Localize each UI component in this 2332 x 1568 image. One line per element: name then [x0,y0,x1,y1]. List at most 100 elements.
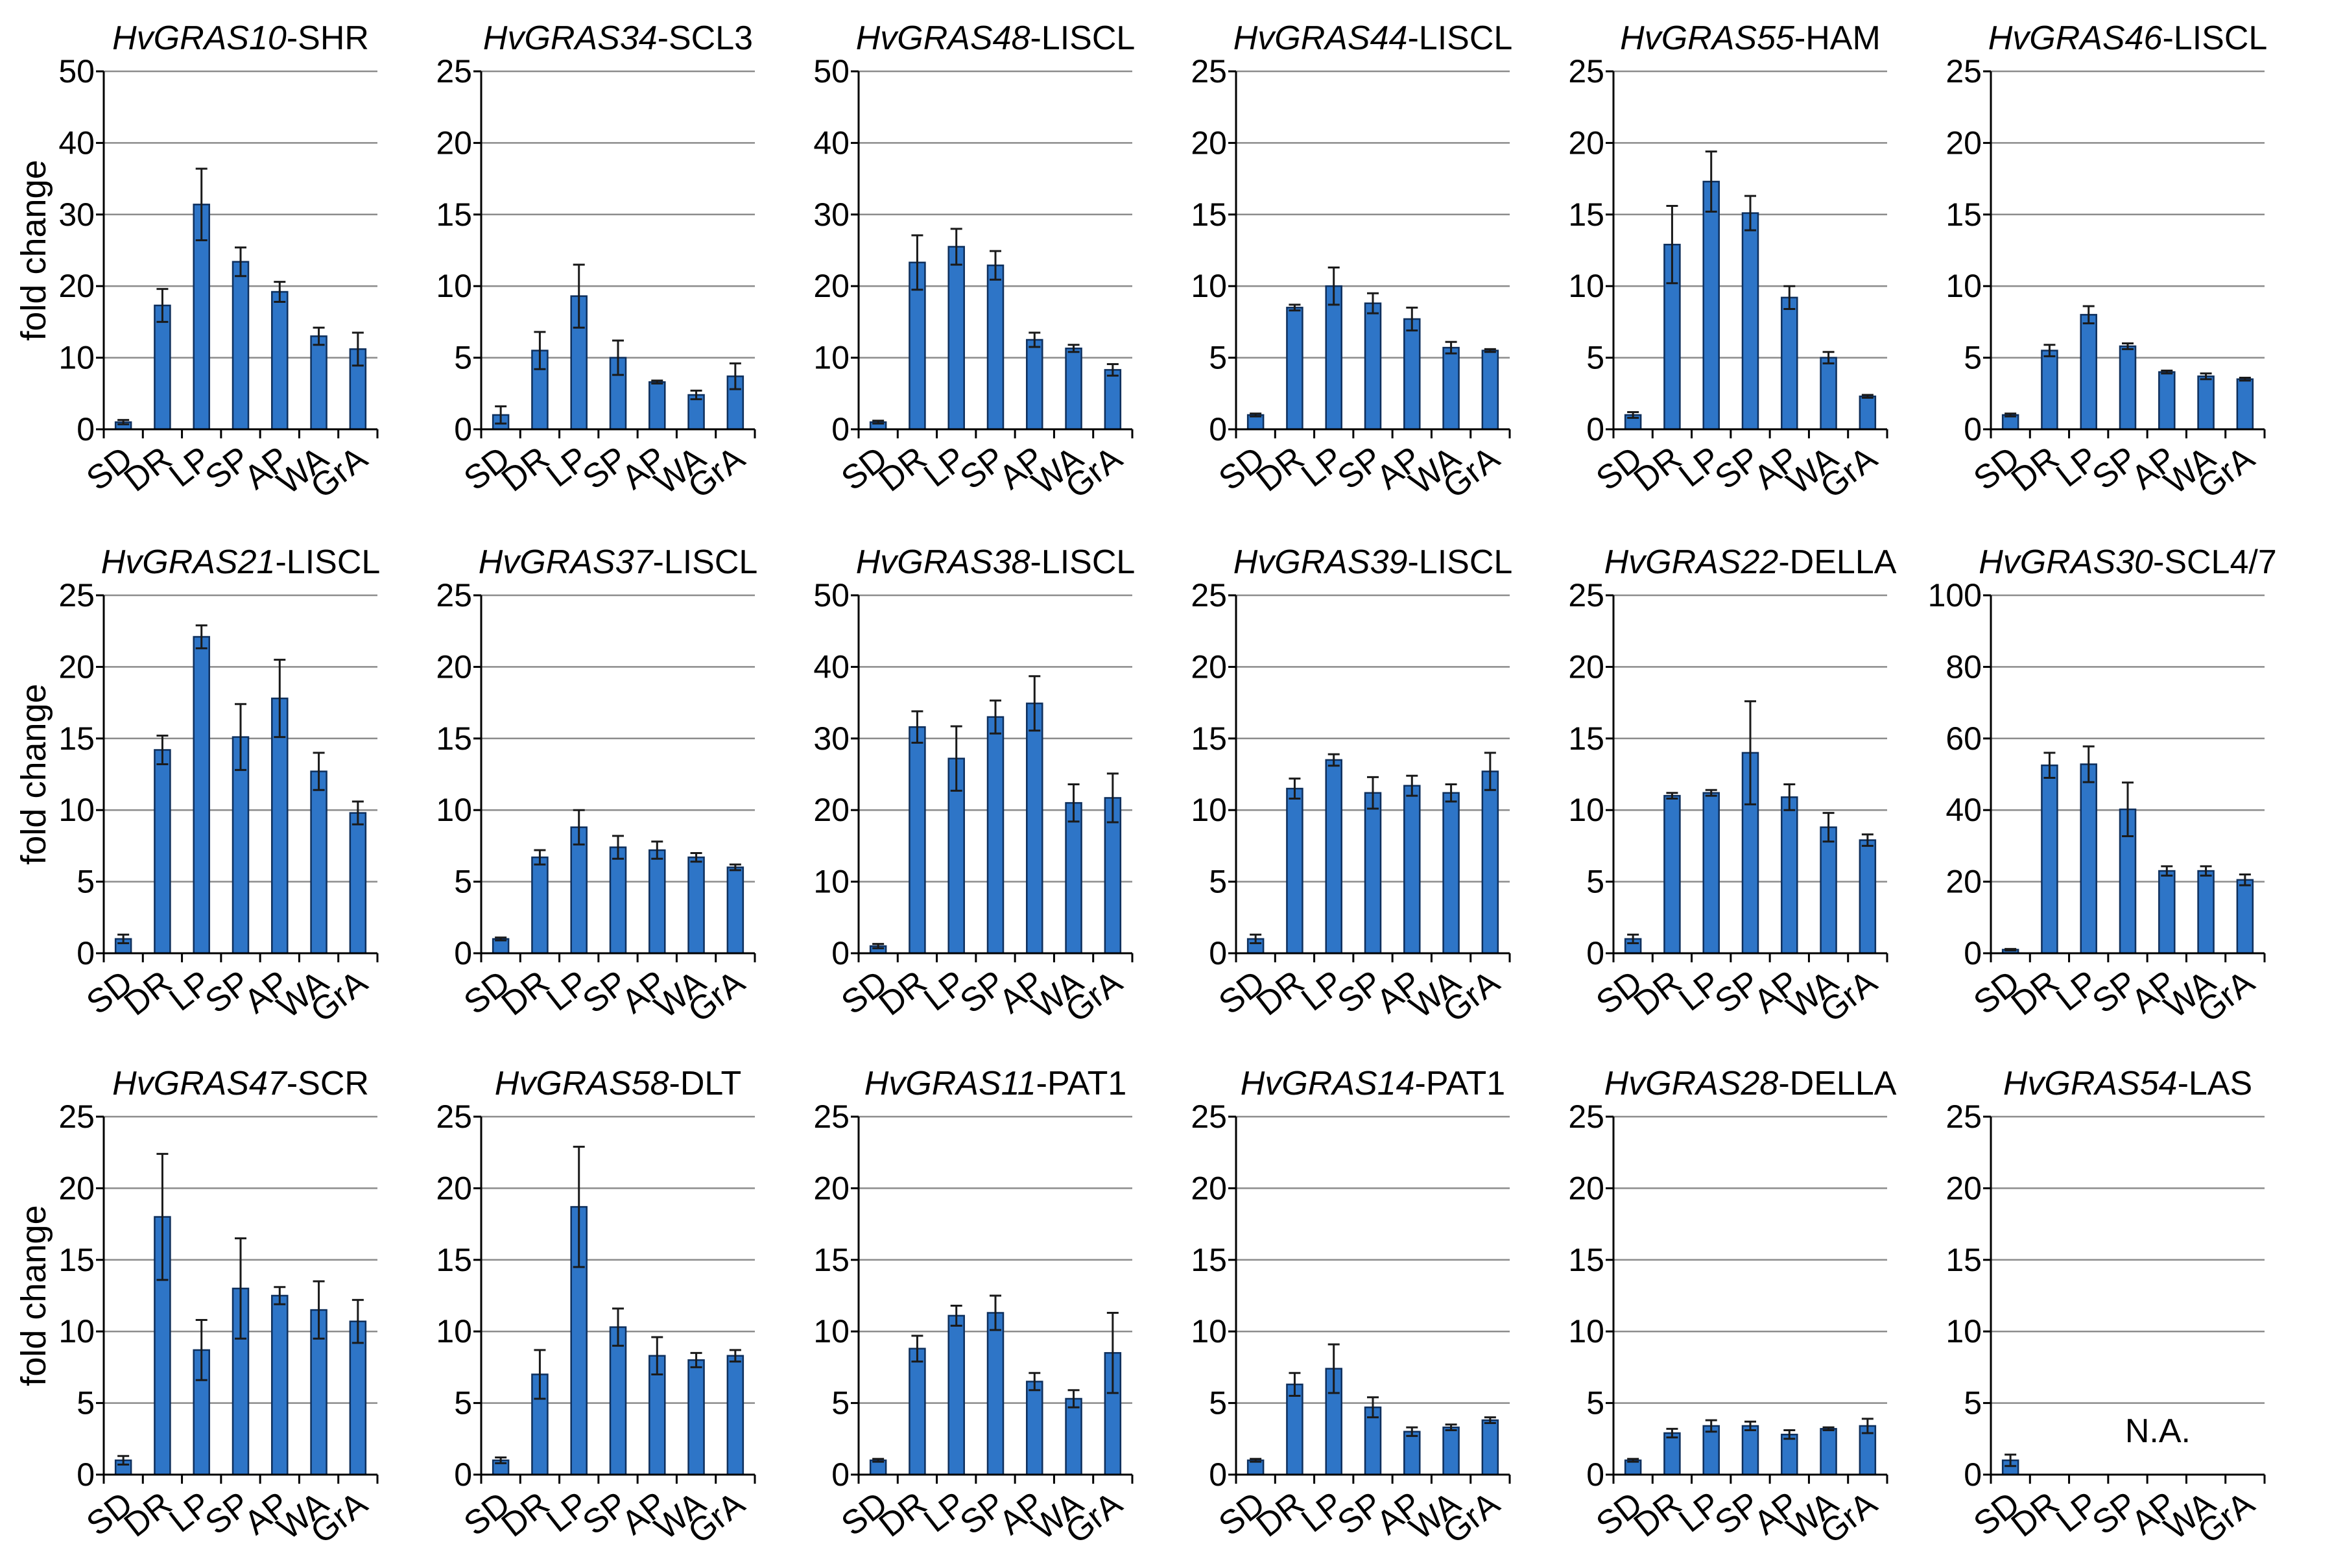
chart-panel-hvgras47: HvGRAS47-SCR0510152025SDDRLPSPAPWAGrAfol… [14,1065,379,1551]
bar-dr [2041,350,2058,431]
panel-title: HvGRAS58-DLT [495,1065,741,1102]
y-tick-label: 20 [1945,125,1982,161]
y-tick-label: 20 [436,648,472,685]
y-tick-label: 15 [1945,196,1982,233]
bar-dr [1286,787,1303,955]
y-tick-label: 5 [454,340,472,376]
bar-lp [1325,285,1342,431]
y-tick-label: 0 [1209,1456,1227,1493]
y-tick-label: 50 [58,53,95,89]
bar-lp [2080,314,2097,431]
bar-sp [1741,212,1759,431]
bar-dr [1286,1383,1303,1476]
panel-title-family: -PAT1 [1415,1065,1506,1102]
bar-wa [687,856,705,955]
y-tick-label: 20 [436,125,472,161]
y-tick-label: 20 [1945,1170,1982,1206]
y-tick-label: 0 [1209,935,1227,971]
bar-dr [1663,794,1681,955]
bar-gra [2236,879,2254,955]
y-tick-label: 25 [1568,53,1604,89]
panel-title-gene: HvGRAS46 [1988,19,2163,57]
bar-lp [2080,763,2097,955]
bar-gra [2236,378,2254,431]
y-tick-label: 0 [454,1456,472,1493]
bar-dr [154,304,171,431]
y-tick-label: 10 [58,792,95,828]
bar-sp [2119,345,2137,431]
bar-ap [1026,339,1043,431]
panel-title-family: -SCL3 [658,19,753,57]
y-tick-label: 0 [77,411,95,447]
bar-wa [2197,870,2215,955]
panel-title: HvGRAS14-PAT1 [1241,1065,1505,1102]
y-tick-label: 10 [1568,792,1604,828]
y-tick-label: 10 [813,340,850,376]
y-tick-label: 20 [1568,648,1604,685]
bar-ap [1781,796,1798,955]
panel-title-family: -SCR [287,1065,369,1102]
bar-sp [1741,1425,1759,1476]
y-tick-label: 25 [1945,1099,1982,1135]
bar-ap [1781,1433,1798,1476]
bar-lp [1325,759,1342,955]
y-tick-label: 15 [1191,1242,1227,1278]
y-tick-label: 25 [1945,53,1982,89]
panel-title: HvGRAS46-LISCL [1988,19,2268,57]
panel-title: HvGRAS48-LISCL [856,19,1136,57]
bar-ap [1781,296,1798,431]
y-tick-label: 40 [58,125,95,161]
panel-title-family: -DLT [669,1065,742,1102]
bar-wa [1065,347,1082,431]
bar-wa [1065,1397,1082,1476]
panel-title-gene: HvGRAS58 [495,1065,669,1102]
y-tick-label: 10 [1568,268,1604,304]
bar-gra [1481,350,1499,431]
y-tick-label: 25 [1568,1099,1604,1135]
bar-sp [986,716,1005,955]
panel-annotation: N.A. [2125,1412,2191,1450]
panel-title-gene: HvGRAS44 [1233,19,1408,57]
y-tick-label: 15 [1945,1242,1982,1278]
bar-ap [1403,785,1421,955]
y-tick-label: 10 [436,1313,472,1349]
panel-title-family: -LISCL [1030,19,1135,57]
bar-wa [1442,792,1460,955]
panel-title-gene: HvGRAS22 [1604,543,1779,581]
y-tick-label: 15 [58,720,95,757]
panel-title: HvGRAS10-SHR [112,19,369,57]
panel-title: HvGRAS47-SCR [112,1065,369,1102]
bar-wa [1065,802,1082,955]
y-tick-label: 20 [1568,125,1604,161]
y-tick-label: 15 [1191,196,1227,233]
panel-title: HvGRAS37-LISCL [479,543,758,581]
panel-title-gene: HvGRAS38 [856,543,1030,581]
y-tick-label: 0 [1964,935,1982,971]
y-tick-label: 5 [1209,1385,1227,1421]
y-tick-label: 5 [454,864,472,900]
bar-sp [986,1312,1005,1476]
y-tick-label: 25 [1191,577,1227,613]
y-tick-label: 40 [1945,792,1982,828]
bar-wa [310,770,327,955]
panel-title-family: -SCL4/7 [2153,543,2277,581]
y-tick-label: 10 [1191,792,1227,828]
panel-title-family: -DELLA [1778,543,1896,581]
bar-lp [1702,1425,1720,1476]
bar-gra [726,1355,744,1476]
bar-dr [154,749,171,955]
bar-ap [648,849,666,955]
y-tick-label: 5 [1586,864,1604,900]
y-tick-label: 20 [436,1170,472,1206]
y-tick-label: 25 [1568,577,1604,613]
y-tick-label: 5 [1209,864,1227,900]
y-tick-label: 40 [813,125,850,161]
y-tick-label: 20 [58,1170,95,1206]
